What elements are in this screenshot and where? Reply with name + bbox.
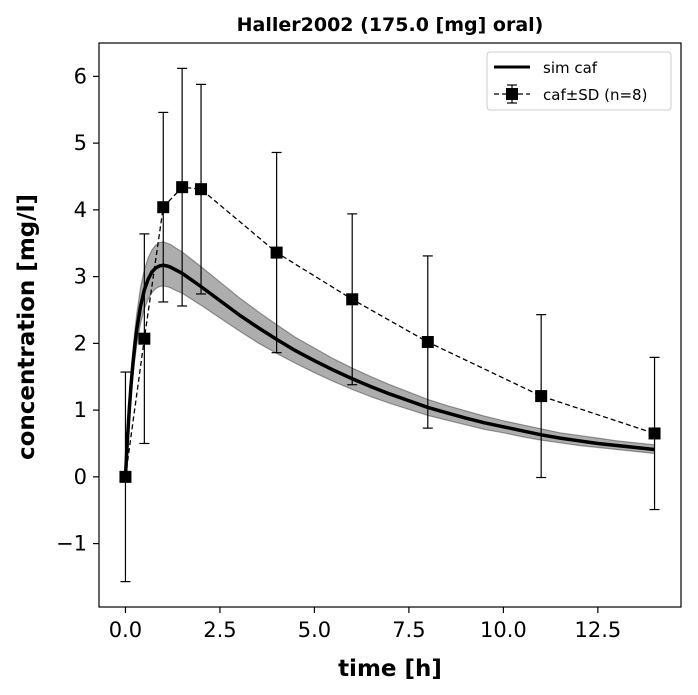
plot-area	[98, 42, 682, 608]
observation-marker	[176, 181, 189, 194]
legend-sim-label: sim caf	[543, 59, 598, 77]
x-tick-label: 0.0	[109, 618, 142, 642]
observation-layer	[119, 67, 661, 583]
y-axis-label: concentration [mg/l]	[14, 194, 40, 460]
y-tick-label: 2	[74, 331, 87, 355]
y-tick-label: −1	[56, 532, 87, 556]
y-tick-label: 6	[74, 64, 87, 88]
observation-dashed-line	[124, 186, 655, 477]
observation-marker	[157, 201, 170, 214]
observation-marker	[421, 336, 434, 349]
simulation-band-lower-edge	[124, 285, 655, 477]
simulation-band-layer	[124, 241, 655, 477]
x-tick-label: 7.5	[392, 618, 425, 642]
y-axis: −1 0 1 2 3 4 5 6	[56, 64, 99, 556]
observation-marker	[270, 246, 283, 259]
observation-marker	[648, 427, 661, 440]
y-tick-label: 4	[74, 198, 87, 222]
x-tick-label: 2.5	[203, 618, 236, 642]
simulation-band-upper-edge	[124, 241, 655, 477]
legend-box	[486, 51, 672, 111]
simulation-range-band	[125, 241, 655, 477]
observation-marker	[119, 470, 132, 483]
x-axis: 0.0 2.5 5.0 7.5 10.0 12.5	[109, 607, 621, 642]
observation-marker	[195, 183, 208, 196]
chart-title: Haller2002 (175.0 [mg] oral)	[237, 14, 544, 36]
legend-obs-marker	[506, 88, 518, 100]
legend-obs-label: caf±SD (n=8)	[543, 86, 647, 104]
y-tick-label: 0	[74, 465, 87, 489]
plot-frame	[98, 42, 682, 608]
y-tick-label: 5	[74, 131, 87, 155]
legend: sim caf caf±SD (n=8)	[486, 51, 672, 111]
simulation-line-sim-caf	[123, 263, 655, 477]
x-tick-label: 12.5	[574, 618, 621, 642]
x-axis-label: time [h]	[338, 656, 442, 682]
x-tick-label: 10.0	[480, 618, 527, 642]
observation-marker	[138, 332, 151, 345]
x-tick-label: 5.0	[298, 618, 331, 642]
observation-marker	[535, 390, 548, 403]
y-tick-label: 3	[74, 265, 87, 289]
observation-marker	[346, 293, 359, 306]
y-tick-label: 1	[74, 398, 87, 422]
simulation-line-layer	[123, 263, 655, 477]
